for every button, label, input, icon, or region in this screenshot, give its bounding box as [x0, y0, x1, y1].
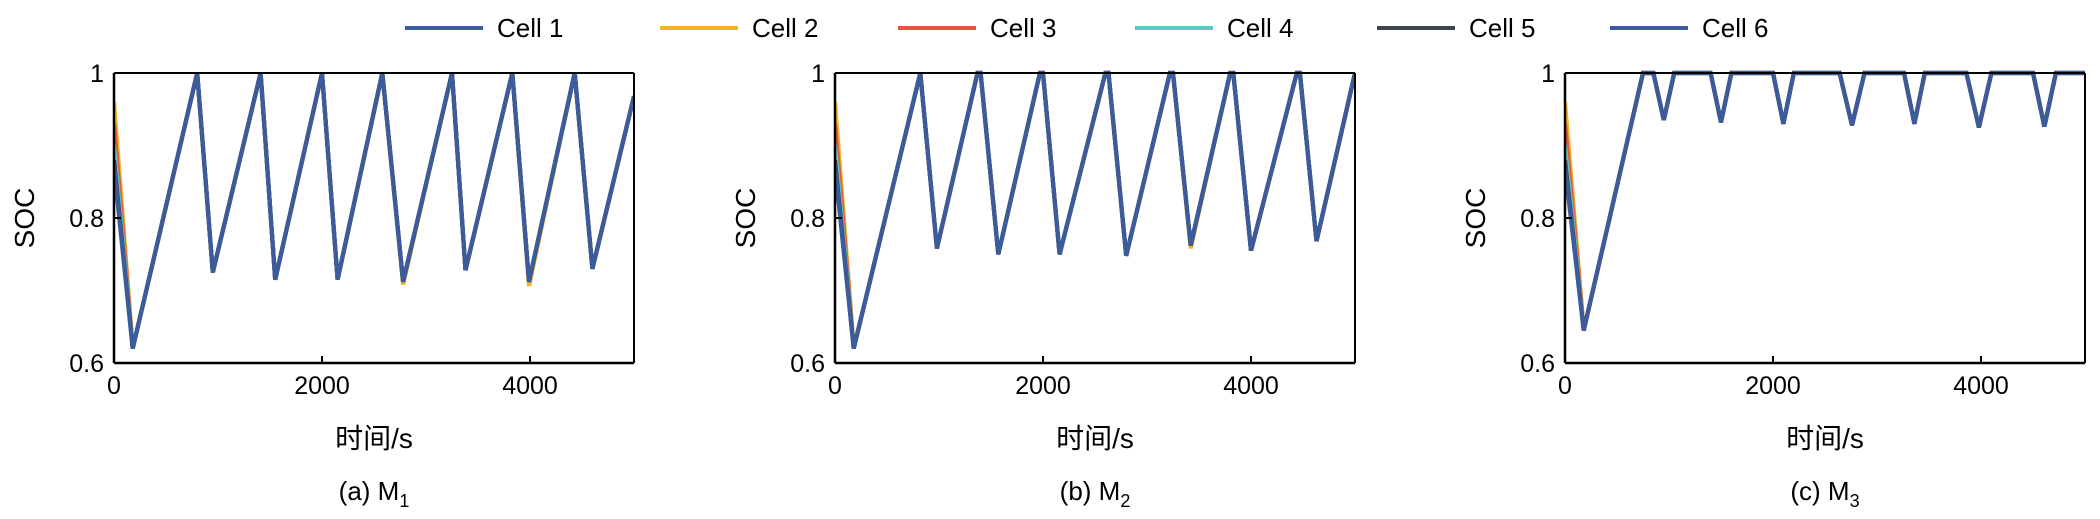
caption-text: (b) M [1060, 476, 1121, 506]
x-tick-label: 4000 [502, 372, 558, 400]
x-tick-label: 0 [828, 372, 842, 400]
caption-subscript: 3 [1850, 491, 1860, 511]
legend-label: Cell 5 [1469, 13, 1535, 43]
legend-entry: Cell 5 [1377, 13, 1535, 43]
x-tick-label: 4000 [1953, 372, 2009, 400]
y-axis-label: SOC [1460, 188, 1491, 249]
y-tick-label: 0.6 [1520, 350, 1555, 378]
y-tick-label: 1 [90, 60, 104, 88]
panel-caption: (b) M2 [1060, 476, 1131, 511]
x-tick-label: 2000 [294, 372, 350, 400]
legend-entry: Cell 4 [1135, 13, 1293, 43]
x-tick-label: 2000 [1745, 372, 1801, 400]
series-group [114, 72, 634, 349]
y-axis-label: SOC [730, 188, 761, 249]
legend-label: Cell 2 [752, 13, 818, 43]
x-axis-label: 时间/s [1786, 423, 1864, 454]
series-group [835, 70, 1355, 349]
legend-label: Cell 1 [497, 13, 563, 43]
y-tick-label: 1 [1541, 60, 1555, 88]
legend-label: Cell 6 [1702, 13, 1768, 43]
y-tick-label: 0.8 [69, 205, 104, 233]
series-line-cell-2 [1565, 70, 2085, 331]
caption-subscript: 2 [1120, 491, 1130, 511]
legend: Cell 1 Cell 2 Cell 3 Cell 4 Cell 5 Cell 6 [405, 13, 1768, 43]
x-tick-label: 0 [1558, 372, 1572, 400]
y-tick-label: 0.6 [790, 350, 825, 378]
series-line-cell-6 [114, 72, 634, 349]
panel-caption: (c) M3 [1790, 476, 1859, 511]
y-tick-label: 1 [811, 60, 825, 88]
legend-label: Cell 4 [1227, 13, 1293, 43]
series-line-cell-6 [835, 70, 1355, 349]
x-tick-label: 0 [107, 372, 121, 400]
series-line-cell-3 [1565, 70, 2085, 331]
x-tick-label: 4000 [1223, 372, 1279, 400]
series-group [1565, 70, 2085, 331]
y-tick-label: 0.6 [69, 350, 104, 378]
y-tick-label: 0.8 [790, 205, 825, 233]
legend-entry: Cell 3 [898, 13, 1056, 43]
series-line-cell-4 [1565, 70, 2085, 331]
caption-text: (a) M [339, 476, 400, 506]
x-tick-label: 2000 [1015, 372, 1071, 400]
x-axis-label: 时间/s [335, 423, 413, 454]
series-line-cell-6 [1565, 70, 2085, 331]
y-tick-label: 0.8 [1520, 205, 1555, 233]
y-axis-label: SOC [9, 188, 40, 249]
chart-panel: 0 2000 4000 0.6 0.8 1 时间/s SOC (c) M3 [1460, 60, 2086, 511]
series-line-cell-5 [1565, 70, 2085, 331]
legend-entry: Cell 6 [1610, 13, 1768, 43]
legend-label: Cell 3 [990, 13, 1056, 43]
legend-entry: Cell 1 [405, 13, 563, 43]
series-line-cell-1 [1565, 70, 2085, 331]
chart-panel: 0 2000 4000 0.6 0.8 1 时间/s SOC (b) M2 [730, 60, 1356, 511]
caption-subscript: 1 [399, 491, 409, 511]
panel-caption: (a) M1 [339, 476, 410, 511]
x-axis-label: 时间/s [1056, 423, 1134, 454]
legend-entry: Cell 2 [660, 13, 818, 43]
caption-text: (c) M [1790, 476, 1849, 506]
